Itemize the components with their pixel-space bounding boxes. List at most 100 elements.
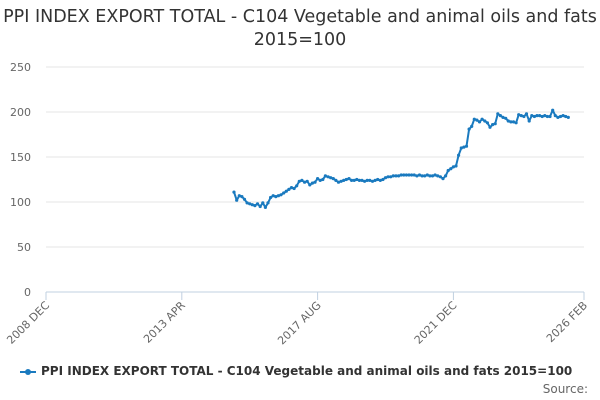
- data-point: [386, 175, 390, 179]
- data-point: [363, 179, 367, 183]
- data-point: [470, 124, 474, 128]
- data-point: [397, 174, 401, 178]
- data-point: [391, 174, 395, 178]
- data-point: [540, 114, 544, 119]
- data-point: [266, 201, 270, 205]
- data-point: [538, 114, 542, 118]
- data-point: [287, 187, 291, 191]
- data-point: [242, 197, 247, 201]
- data-point: [255, 202, 260, 206]
- data-point: [483, 119, 487, 123]
- data-point: [334, 178, 338, 182]
- data-point: [451, 165, 455, 169]
- data-point: [389, 175, 393, 179]
- data-point: [245, 201, 249, 205]
- data-point: [300, 178, 304, 182]
- data-point: [394, 174, 398, 178]
- source-label[interactable]: Source:: [542, 382, 588, 396]
- data-point: [444, 174, 448, 178]
- data-point: [543, 114, 547, 118]
- data-point: [449, 167, 453, 171]
- data-point: [240, 195, 244, 199]
- y-tick-label: 250: [10, 61, 31, 74]
- data-point: [250, 203, 254, 207]
- data-point: [357, 178, 361, 182]
- data-point: [491, 123, 495, 127]
- data-point: [438, 175, 442, 179]
- data-point: [269, 195, 273, 200]
- data-point: [488, 125, 492, 129]
- data-point: [344, 177, 348, 182]
- data-point: [556, 115, 560, 119]
- data-point: [360, 178, 364, 182]
- data-point: [462, 145, 466, 149]
- data-point: [564, 114, 568, 119]
- data-point: [459, 146, 463, 150]
- data-point: [279, 193, 283, 197]
- y-tick-label: 100: [10, 196, 31, 209]
- data-point: [545, 114, 550, 119]
- data-point: [551, 108, 555, 112]
- data-point: [404, 173, 408, 177]
- data-point: [527, 119, 531, 123]
- data-point: [373, 178, 377, 182]
- data-point: [237, 194, 241, 198]
- data-point: [274, 195, 278, 199]
- data-point: [370, 179, 375, 183]
- x-tick-label: 2008 DEC: [4, 299, 52, 347]
- data-point: [303, 180, 307, 184]
- data-point: [457, 153, 461, 157]
- data-point: [313, 180, 317, 184]
- legend[interactable]: PPI INDEX EXPORT TOTAL - C104 Vegetable …: [20, 364, 572, 378]
- data-point: [261, 201, 265, 205]
- data-point: [532, 114, 537, 119]
- data-point: [316, 177, 320, 181]
- data-point: [282, 191, 286, 195]
- data-point: [295, 184, 299, 188]
- y-tick-label: 150: [10, 151, 31, 164]
- y-tick-label: 0: [24, 286, 31, 299]
- data-point: [517, 113, 521, 117]
- data-point: [475, 118, 479, 122]
- data-point: [235, 198, 239, 202]
- data-point: [420, 174, 424, 178]
- data-point: [464, 144, 469, 148]
- data-point: [263, 205, 267, 209]
- data-point: [454, 164, 458, 168]
- data-point: [376, 177, 380, 182]
- data-point: [498, 114, 502, 118]
- data-point: [436, 174, 440, 178]
- data-point: [423, 174, 427, 178]
- y-tick-label: 200: [10, 106, 31, 119]
- legend-swatch-icon: [20, 368, 36, 375]
- chart-title: PPI INDEX EXPORT TOTAL - C104 Vegetable …: [3, 7, 597, 50]
- data-point: [355, 177, 359, 182]
- data-point: [378, 178, 382, 182]
- data-point: [271, 194, 275, 198]
- data-point: [506, 119, 510, 123]
- data-point: [258, 204, 262, 209]
- data-point: [504, 116, 508, 120]
- data-point: [352, 178, 356, 182]
- data-point: [289, 186, 294, 190]
- data-point: [415, 174, 419, 178]
- data-point: [428, 174, 432, 178]
- data-point: [318, 178, 322, 182]
- data-point: [558, 114, 563, 119]
- data-point: [402, 173, 406, 177]
- data-point: [501, 115, 505, 119]
- data-point: [399, 173, 403, 177]
- grid-layer: [46, 66, 584, 293]
- x-tick-label: 2017 AUG: [275, 299, 324, 348]
- x-tick-label: 2021 DEC: [412, 299, 460, 347]
- data-point: [480, 117, 484, 121]
- data-point: [472, 117, 476, 121]
- data-point: [331, 177, 335, 181]
- data-point: [339, 179, 343, 183]
- x-tick-label: 2013 APR: [141, 299, 188, 346]
- data-point: [410, 173, 414, 177]
- data-point: [342, 178, 346, 182]
- data-point: [417, 173, 422, 177]
- data-point: [326, 175, 330, 179]
